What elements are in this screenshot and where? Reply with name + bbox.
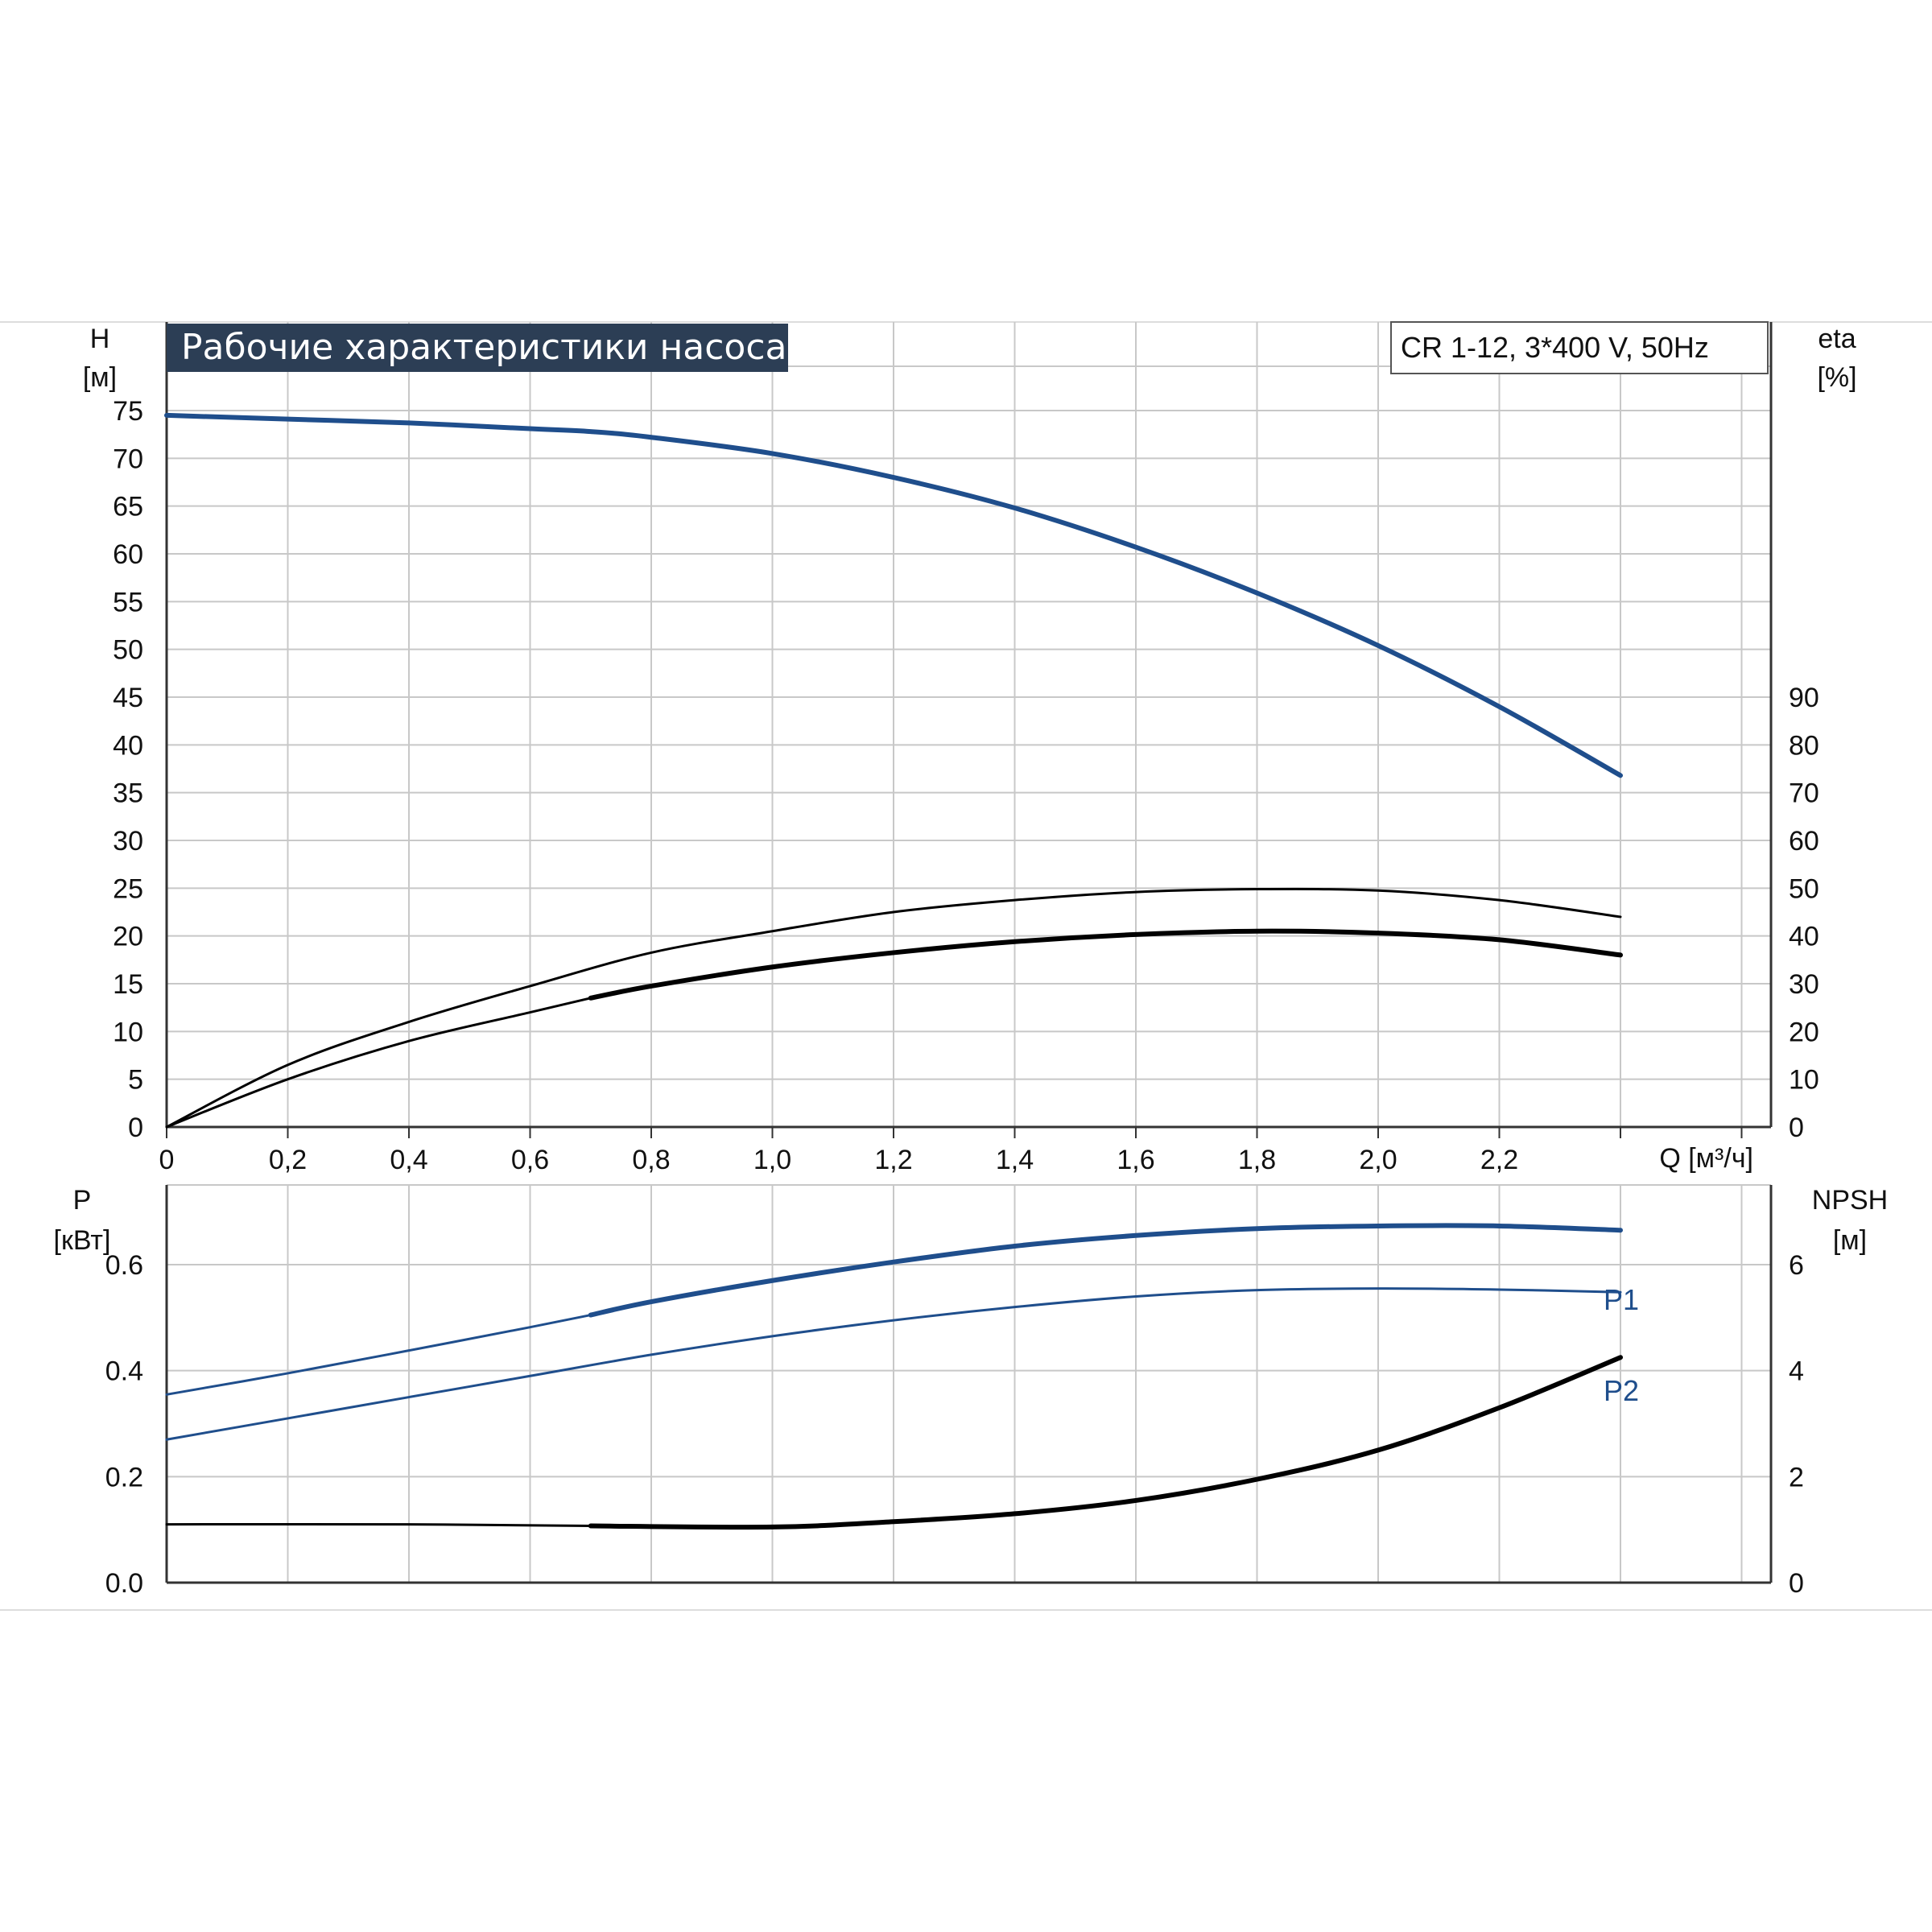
- efficiency-tick-label: 70: [1789, 778, 1819, 809]
- head-tick-label: 60: [113, 539, 143, 570]
- head-tick-label: 10: [113, 1017, 143, 1047]
- efficiency-tick-label: 30: [1789, 969, 1819, 1000]
- flow-tick-label: 1,6: [1117, 1145, 1154, 1175]
- npsh-curve: [165, 1522, 592, 1528]
- efficiency-axis-unit: [%]: [1817, 362, 1856, 393]
- tick-labels: 0 0,2 0,4 0,6 0,8 1,0 1,2 1,4 1,6 1,8 2,0 2,2 0 5 10 15…: [105, 396, 1819, 1599]
- head-axis-label: H: [90, 324, 110, 354]
- head-panel-grid: [165, 322, 1773, 1138]
- p1-curve: [165, 1314, 592, 1396]
- efficiency-tick-label: 90: [1789, 683, 1819, 713]
- head-tick-label: 5: [128, 1065, 143, 1096]
- flow-tick-label: 0,6: [511, 1145, 549, 1175]
- power-tick-label: 0.6: [105, 1250, 143, 1281]
- flow-tick-label: 0: [159, 1145, 175, 1175]
- head-tick-label: 75: [113, 396, 143, 427]
- power-tick-label: 0.0: [105, 1568, 143, 1599]
- flow-tick-label: 1,4: [996, 1145, 1034, 1175]
- efficiency-tick-label: 40: [1789, 922, 1819, 952]
- power-tick-label: 0.4: [105, 1356, 143, 1387]
- model-box: [1390, 321, 1769, 374]
- npsh-axis-label: NPSH: [1812, 1185, 1888, 1216]
- chart-title: Рабочие характеристики насоса: [181, 327, 786, 368]
- flow-tick-label: 2,0: [1359, 1145, 1397, 1175]
- flow-tick-label: 1,0: [753, 1145, 791, 1175]
- efficiency-curve-1: [165, 887, 1622, 1129]
- p2-curve-label: P2: [1604, 1374, 1639, 1407]
- head-tick-label: 15: [113, 969, 143, 1000]
- flow-tick-label: 2,2: [1480, 1145, 1518, 1175]
- power-axis-unit: [кВт]: [54, 1225, 111, 1256]
- npsh-axis-unit: [м]: [1833, 1225, 1867, 1256]
- head-axis-unit: [м]: [83, 362, 117, 393]
- flow-tick-label: 1,8: [1238, 1145, 1276, 1175]
- npsh-tick-label: 6: [1789, 1250, 1804, 1281]
- efficiency-curve-3: [588, 928, 1623, 1001]
- flow-tick-label: 0,4: [390, 1145, 427, 1175]
- head-tick-label: 30: [113, 826, 143, 857]
- head-curve: [164, 412, 1623, 778]
- title-background: [167, 324, 788, 372]
- p1-curve: [588, 1223, 1623, 1318]
- flow-axis-label: Q [м³/ч]: [1659, 1143, 1753, 1174]
- efficiency-tick-label: 20: [1789, 1017, 1819, 1047]
- efficiency-tick-label: 80: [1789, 730, 1819, 761]
- model-label: CR 1-12, 3*400 V, 50Hz: [1401, 331, 1709, 364]
- head-tick-label: 65: [113, 492, 143, 522]
- head-tick-label: 45: [113, 683, 143, 713]
- efficiency-axis-label: eta: [1818, 324, 1856, 354]
- head-tick-label: 50: [113, 635, 143, 666]
- npsh-tick-label: 4: [1789, 1356, 1804, 1387]
- curves: [164, 412, 1623, 1530]
- p2-curve: [165, 1287, 1622, 1441]
- efficiency-curve-2: [165, 997, 592, 1129]
- power-panel-grid: [165, 1184, 1773, 1584]
- npsh-tick-label: 0: [1789, 1568, 1804, 1599]
- flow-tick-label: 1,2: [874, 1145, 912, 1175]
- head-tick-label: 0: [128, 1113, 143, 1143]
- head-tick-label: 25: [113, 873, 143, 904]
- efficiency-tick-label: 50: [1789, 873, 1819, 904]
- flow-tick-label: 0,2: [269, 1145, 307, 1175]
- power-tick-label: 0.2: [105, 1462, 143, 1492]
- npsh-tick-label: 2: [1789, 1462, 1804, 1492]
- efficiency-tick-label: 60: [1789, 826, 1819, 857]
- head-tick-label: 20: [113, 922, 143, 952]
- p1-curve-label: P1: [1604, 1283, 1639, 1316]
- head-tick-label: 35: [113, 778, 143, 809]
- efficiency-tick-label: 10: [1789, 1065, 1819, 1096]
- head-tick-label: 70: [113, 444, 143, 474]
- power-axis-label: P: [73, 1185, 92, 1216]
- head-tick-label: 55: [113, 587, 143, 617]
- npsh-curve: [588, 1355, 1623, 1530]
- efficiency-tick-label: 0: [1789, 1113, 1804, 1143]
- head-tick-label: 40: [113, 730, 143, 761]
- flow-tick-label: 0,8: [632, 1145, 670, 1175]
